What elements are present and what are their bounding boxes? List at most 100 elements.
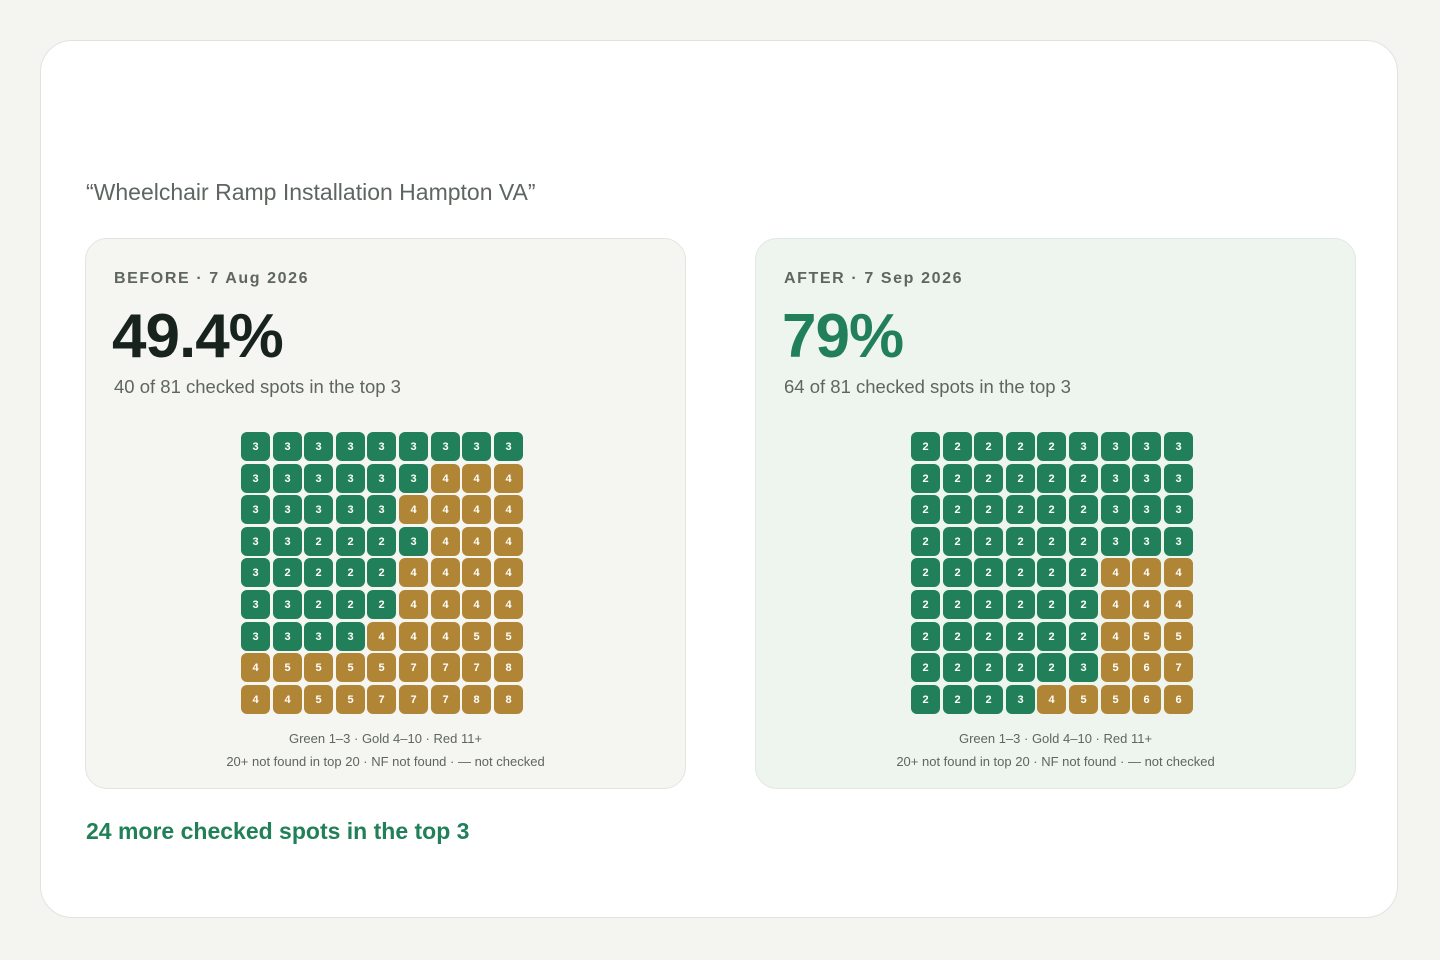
rank-cell: 2: [943, 558, 972, 587]
rank-cell: 5: [304, 653, 333, 682]
rank-cell: 4: [494, 464, 523, 493]
rank-cell: 3: [241, 464, 270, 493]
rank-cell: 2: [911, 495, 940, 524]
rank-cell: 2: [943, 464, 972, 493]
rank-cell: 2: [911, 685, 940, 714]
report-card: “Wheelchair Ramp Installation Hampton VA…: [40, 40, 1398, 918]
rank-cell: 4: [462, 558, 491, 587]
rank-cell: 4: [1164, 590, 1193, 619]
rank-cell: 4: [462, 527, 491, 556]
rank-cell: 7: [1164, 653, 1193, 682]
rank-cell: 4: [431, 527, 460, 556]
rank-cell: 2: [1037, 495, 1066, 524]
rank-cell: 2: [1037, 432, 1066, 461]
rank-cell: 4: [494, 590, 523, 619]
rank-cell: 3: [1101, 495, 1130, 524]
before-legend-notes: 20+ not found in top 20 · NF not found ·…: [226, 754, 545, 769]
rank-cell: 8: [494, 685, 523, 714]
rank-cell: 2: [1006, 495, 1035, 524]
rank-cell: 4: [1101, 558, 1130, 587]
rank-cell: 3: [336, 622, 365, 651]
rank-cell: 7: [431, 653, 460, 682]
rank-cell: 2: [974, 464, 1003, 493]
rank-cell: 4: [462, 590, 491, 619]
rank-cell: 2: [1069, 622, 1098, 651]
rank-cell: 5: [1164, 622, 1193, 651]
rank-cell: 2: [336, 590, 365, 619]
rank-cell: 2: [943, 653, 972, 682]
rank-cell: 4: [367, 622, 396, 651]
rank-cell: 4: [1164, 558, 1193, 587]
rank-cell: 4: [494, 527, 523, 556]
rank-cell: 3: [241, 558, 270, 587]
rank-cell: 7: [462, 653, 491, 682]
rank-cell: 2: [1037, 558, 1066, 587]
rank-cell: 3: [367, 432, 396, 461]
rank-cell: 2: [1037, 464, 1066, 493]
rank-cell: 3: [241, 622, 270, 651]
rank-cell: 5: [1132, 622, 1161, 651]
rank-cell: 3: [399, 432, 428, 461]
rank-cell: 3: [431, 432, 460, 461]
rank-cell: 7: [367, 685, 396, 714]
rank-cell: 6: [1164, 685, 1193, 714]
rank-cell: 3: [1006, 685, 1035, 714]
rank-cell: 3: [1164, 464, 1193, 493]
rank-cell: 2: [943, 685, 972, 714]
rank-cell: 4: [1132, 590, 1161, 619]
rank-cell: 3: [273, 464, 302, 493]
rank-cell: 2: [974, 432, 1003, 461]
rank-cell: 3: [399, 527, 428, 556]
rank-cell: 4: [1101, 590, 1130, 619]
rank-cell: 2: [336, 558, 365, 587]
after-legend-notes: 20+ not found in top 20 · NF not found ·…: [896, 754, 1215, 769]
rank-cell: 3: [1164, 495, 1193, 524]
rank-cell: 4: [431, 495, 460, 524]
rank-cell: 4: [431, 622, 460, 651]
rank-cell: 2: [974, 558, 1003, 587]
rank-cell: 2: [943, 495, 972, 524]
before-legend-colors: Green 1–3 · Gold 4–10 · Red 11+: [288, 731, 483, 746]
rank-cell: 2: [943, 590, 972, 619]
rank-cell: 3: [1164, 527, 1193, 556]
rank-cell: 8: [494, 653, 523, 682]
rank-cell: 3: [241, 527, 270, 556]
rank-cell: 2: [911, 464, 940, 493]
before-percentage: 49.4%: [112, 302, 284, 371]
rank-cell: 2: [1006, 622, 1035, 651]
keyword-title: “Wheelchair Ramp Installation Hampton VA…: [86, 179, 536, 205]
rank-cell: 5: [1101, 685, 1130, 714]
rank-cell: 4: [399, 622, 428, 651]
rank-cell: 3: [1101, 464, 1130, 493]
rank-cell: 3: [273, 527, 302, 556]
rank-cell: 2: [974, 527, 1003, 556]
rank-cell: 4: [399, 558, 428, 587]
rank-cell: 2: [1069, 464, 1098, 493]
rank-cell: 2: [1006, 590, 1035, 619]
rank-cell: 2: [974, 653, 1003, 682]
rank-cell: 3: [462, 432, 491, 461]
rank-cell: 2: [974, 495, 1003, 524]
rank-cell: 2: [1069, 590, 1098, 619]
rank-cell: 3: [273, 495, 302, 524]
rank-cell: 3: [367, 464, 396, 493]
rank-cell: 3: [273, 432, 302, 461]
rank-cell: 7: [431, 685, 460, 714]
rank-cell: 2: [1069, 495, 1098, 524]
rank-cell: 5: [273, 653, 302, 682]
rank-cell: 2: [304, 527, 333, 556]
after-percentage: 79%: [782, 302, 904, 371]
rank-cell: 4: [399, 495, 428, 524]
rank-cell: 3: [1164, 432, 1193, 461]
rank-cell: 3: [241, 432, 270, 461]
rank-cell: 8: [462, 685, 491, 714]
rank-cell: 2: [943, 527, 972, 556]
rank-cell: 4: [462, 464, 491, 493]
rank-cell: 3: [336, 495, 365, 524]
rank-cell: 4: [1037, 685, 1066, 714]
rank-cell: 3: [1069, 432, 1098, 461]
rank-cell: 2: [1037, 527, 1066, 556]
rank-cell: 2: [1069, 558, 1098, 587]
rank-cell: 2: [1006, 464, 1035, 493]
